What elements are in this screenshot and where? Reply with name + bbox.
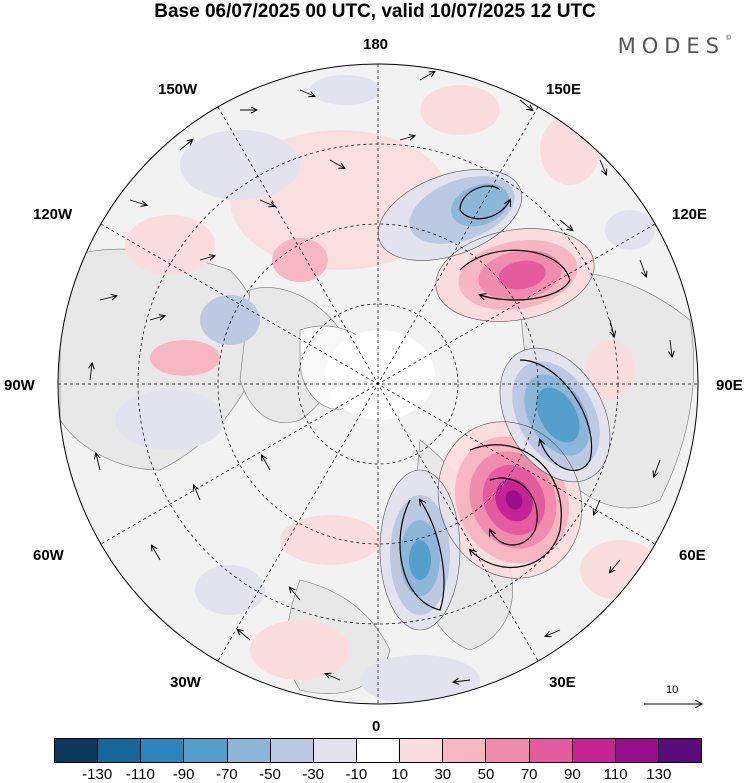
wind-vectors <box>90 72 672 682</box>
lon-label-180: 180 <box>363 36 389 53</box>
colorbar-tick-label: -90 <box>172 766 195 783</box>
anomaly-contours <box>115 75 660 704</box>
brand-mark: © <box>725 34 732 42</box>
lon-label-120e: 120E <box>672 206 708 223</box>
colorbar-tick-label: 70 <box>520 766 538 783</box>
colorbar-cell <box>572 739 616 762</box>
vector-scale-label: 10 <box>666 684 679 696</box>
polar-cap <box>325 330 435 420</box>
colorbar-tick-label: -110 <box>125 766 155 783</box>
streamlines <box>399 185 593 611</box>
colorbar-cell <box>98 739 142 762</box>
lon-label-120w: 120W <box>33 206 73 223</box>
colorbar-tick-label: 110 <box>603 766 628 783</box>
colorbar-cell <box>313 739 357 762</box>
meridians <box>58 64 698 704</box>
lon-label-150e: 150E <box>546 81 582 98</box>
colorbar-tick-label: 50 <box>477 766 495 783</box>
colorbar-tick-label: -10 <box>345 766 368 783</box>
colorbar-tick-label: 90 <box>564 766 581 783</box>
colorbar-cell <box>270 739 314 762</box>
lon-label-0: 0 <box>372 718 381 735</box>
brand-logo: MODES© <box>618 34 732 58</box>
vector-scale: 10 <box>642 684 706 714</box>
map-boundary <box>57 63 699 705</box>
colorbar-cell <box>141 739 185 762</box>
lon-label-90e: 90E <box>716 377 743 394</box>
colorbar-cell <box>55 739 99 762</box>
lon-label-30w: 30W <box>170 674 201 691</box>
colorbar-tick-label: -130 <box>82 766 113 783</box>
colorbar-tick-label: 30 <box>434 766 452 783</box>
colorbar-tick-label: -50 <box>259 766 281 783</box>
lon-label-60e: 60E <box>679 547 706 564</box>
colorbar-ticks: -130 -110 -90 -70 -50 -30 -10 10 30 50 70 90 110 130 <box>54 766 702 783</box>
brand-name: MODES <box>617 34 725 58</box>
colorbar-cell <box>356 739 401 762</box>
colorbar-tick-label: -70 <box>215 766 238 783</box>
colorbar-cell <box>227 739 271 762</box>
colorbar-cell <box>658 739 702 762</box>
lon-label-30e: 30E <box>549 674 576 691</box>
colorbar-cell <box>400 739 444 762</box>
colorbar-tick-label: 10 <box>391 766 408 783</box>
page-title: Base 06/07/2025 00 UTC, valid 10/07/2025… <box>154 1 596 22</box>
vector-scale-arrow <box>644 699 704 709</box>
lon-label-90w: 90W <box>4 377 35 394</box>
colorbar <box>54 738 702 763</box>
colorbar-tick-label: -30 <box>302 766 325 783</box>
colorbar-cell <box>184 739 228 762</box>
lon-label-150w: 150W <box>158 81 198 98</box>
colorbar-cell <box>443 739 487 762</box>
colorbar-cell <box>529 739 573 762</box>
colorbar-tick-label: 130 <box>646 766 672 783</box>
colorbar-cell <box>486 739 530 762</box>
lon-label-60w: 60W <box>33 547 64 564</box>
colorbar-cell <box>615 739 659 762</box>
